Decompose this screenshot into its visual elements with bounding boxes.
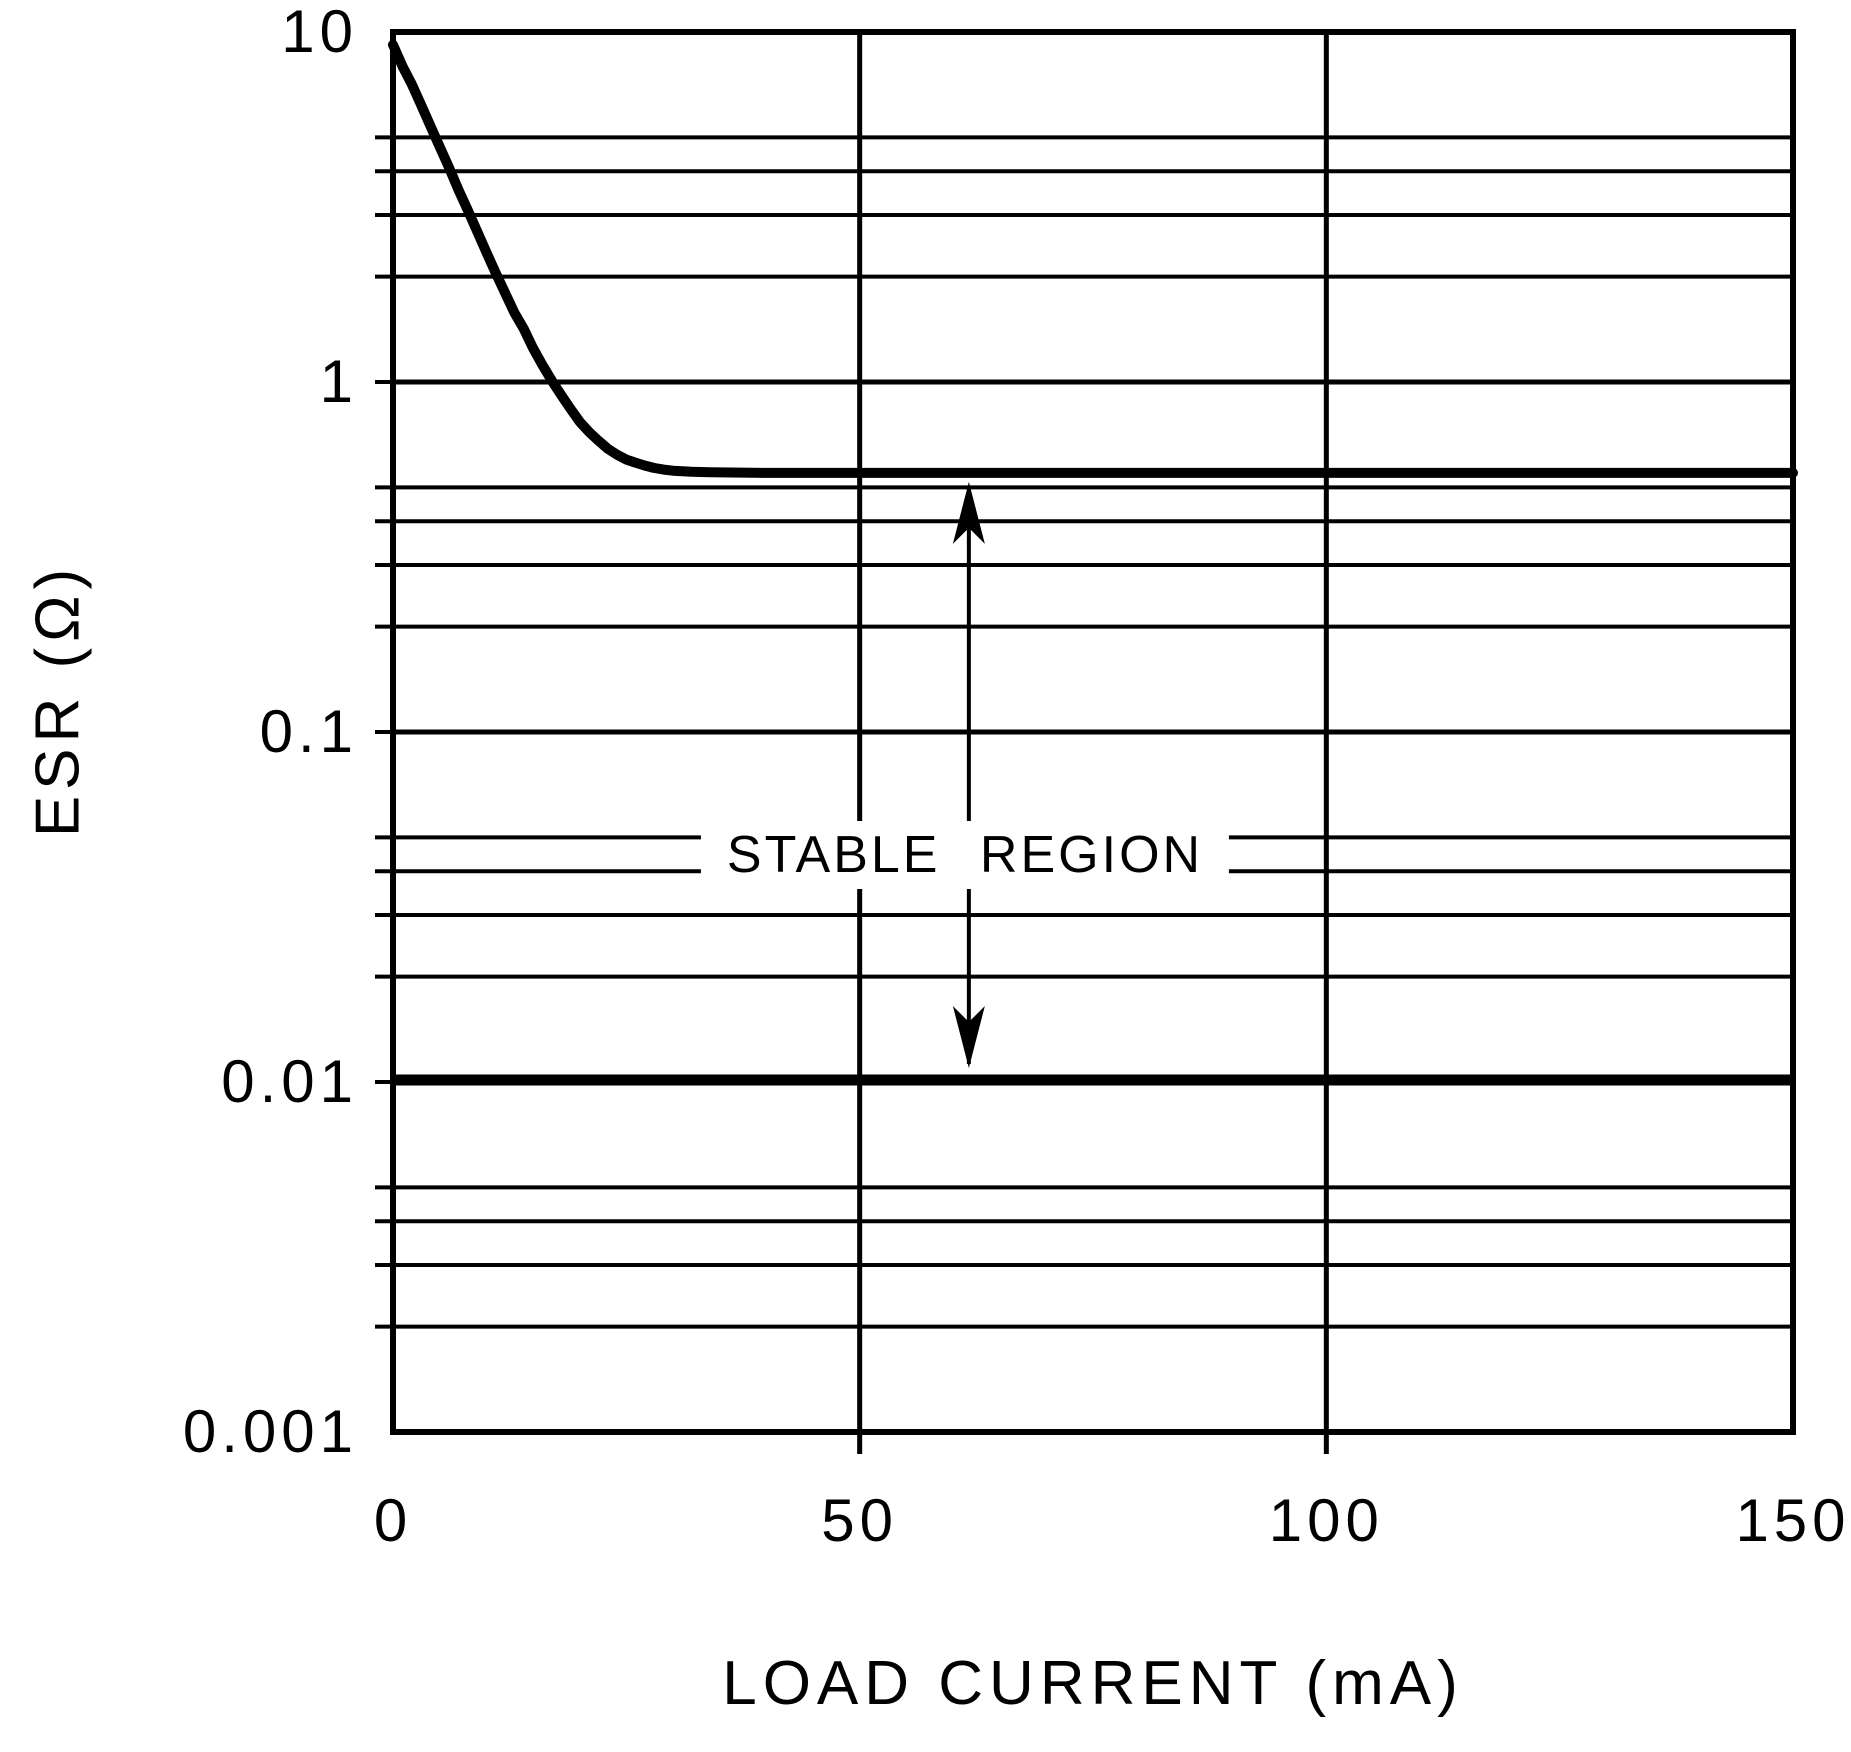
arrowhead-down-icon bbox=[952, 1006, 985, 1068]
y-tick-label: 1 bbox=[319, 348, 358, 415]
x-tick-label: 100 bbox=[1268, 1487, 1384, 1554]
y-tick-label: 10 bbox=[281, 0, 358, 65]
x-tick-label: 150 bbox=[1735, 1487, 1851, 1554]
y-axis-title: ESR (Ω) bbox=[23, 562, 93, 838]
stable-region-annotation: STABLE REGION bbox=[700, 821, 1230, 889]
upper-esr-limit-curve bbox=[388, 39, 1798, 478]
y-tick-label: 0.01 bbox=[221, 1048, 358, 1115]
plot-frame bbox=[390, 29, 1796, 1435]
x-tick-label: 0 bbox=[373, 1487, 413, 1554]
x-axis-title: LOAD CURRENT (mA) bbox=[722, 1649, 1464, 1718]
x-tick-label: 50 bbox=[821, 1487, 899, 1554]
y-tick-label: 0.001 bbox=[182, 1398, 358, 1465]
y-tick-label: 0.1 bbox=[259, 698, 358, 765]
arrowhead-up-icon bbox=[952, 481, 985, 544]
